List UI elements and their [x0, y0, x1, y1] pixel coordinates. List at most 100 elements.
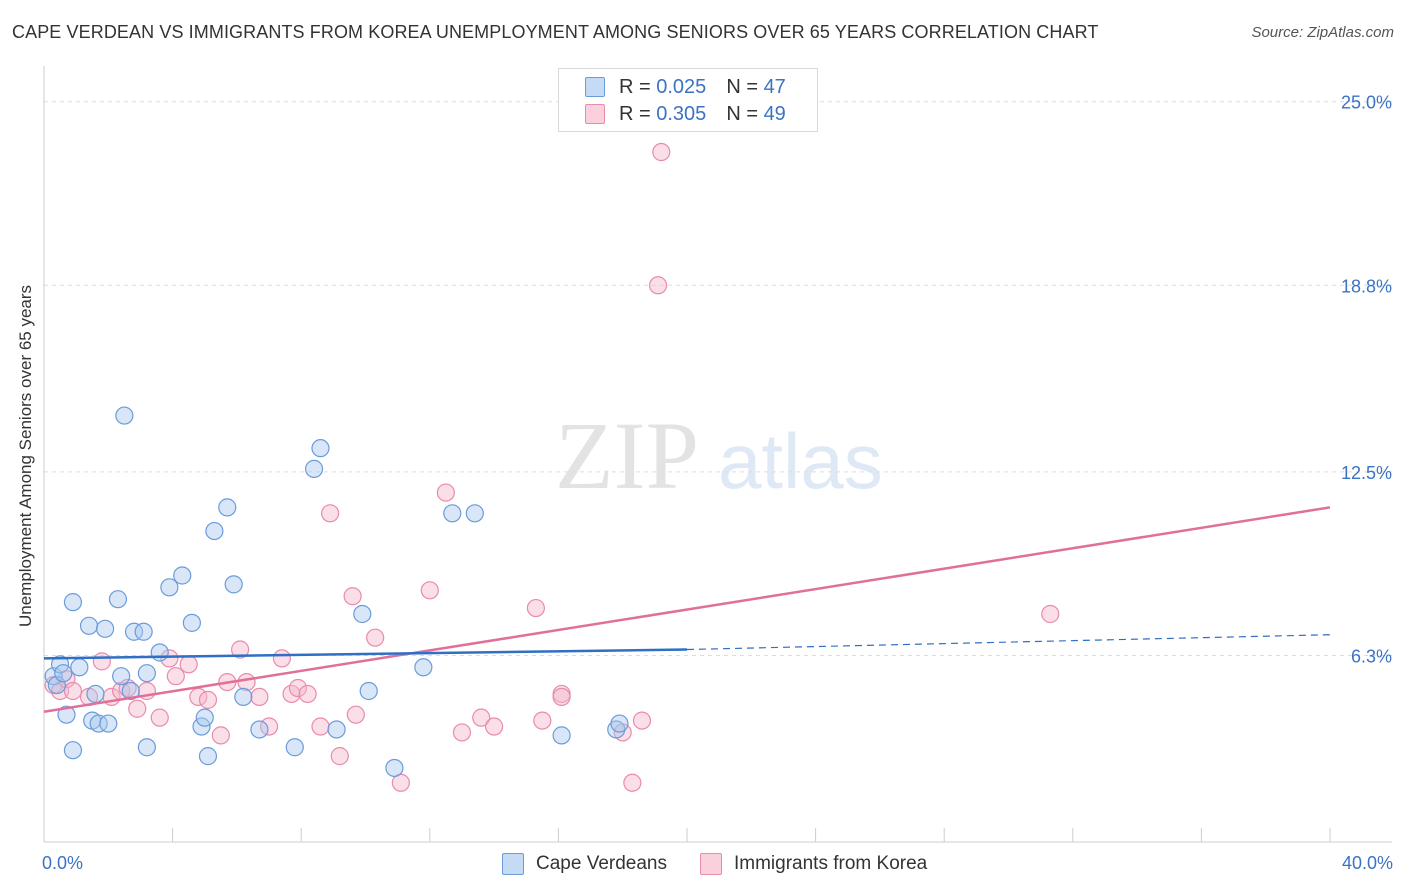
korea-point [420, 581, 439, 600]
bottom-legend-swatch-blue [502, 853, 524, 875]
korea-point [211, 726, 230, 745]
cape-verdean-point [95, 619, 115, 638]
korea-point [288, 678, 308, 698]
korea-point [346, 705, 365, 724]
bottom-legend-korea: Immigrants from Korea [700, 852, 927, 876]
korea-trend-line [43, 506, 1331, 713]
legend-n-label: N = [726, 75, 758, 98]
cape-verdean-point [63, 593, 83, 612]
cape-verdean-point [108, 590, 128, 609]
korea-points [44, 142, 1060, 792]
cape-verdean-point [160, 578, 179, 597]
korea-point [128, 699, 147, 718]
bottom-legend-cape-verdeans: Cape Verdeans [502, 852, 667, 876]
y-tick-label: 12.5% [1341, 463, 1392, 483]
korea-point [160, 649, 179, 668]
bottom-legend-swatch-pink [700, 853, 722, 875]
cape-verdean-point [304, 459, 324, 478]
watermark-zip: ZIP [555, 402, 699, 509]
korea-point [533, 711, 552, 730]
cape-verdean-point [443, 504, 462, 523]
legend-row-cape-verdeans: R = 0.025 N = 47 [585, 74, 786, 100]
cape-verdean-point [115, 406, 134, 425]
bottom-legend-label: Cape Verdeans [536, 853, 667, 874]
cape-verdean-point [79, 616, 99, 635]
korea-point [150, 708, 169, 727]
cape-verdean-point [121, 681, 140, 701]
cape-verdean-point [285, 738, 304, 757]
trend-lines [43, 506, 1331, 713]
cape-verdean-point [610, 714, 629, 733]
korea-point [179, 655, 198, 674]
legend-row-korea: R = 0.305 N = 49 [585, 101, 786, 127]
watermark: ZIP atlas [555, 402, 883, 509]
cape-verdean-point [353, 604, 372, 624]
cape-verdean-point [137, 664, 156, 683]
chart-title: CAPE VERDEAN VS IMMIGRANTS FROM KOREA UN… [12, 22, 1099, 42]
cape-verdean-point [195, 708, 214, 727]
legend-r-label: R = [619, 102, 651, 125]
cape-verdean-point [137, 738, 156, 757]
legend: R = 0.025 N = 47 R = 0.305 N = 49 [558, 68, 818, 132]
korea-point [648, 276, 668, 295]
y-tick-label: 25.0% [1341, 93, 1392, 113]
y-tick-label: 6.3% [1351, 646, 1392, 666]
cape-verdean-point [57, 705, 76, 724]
cape-verdean-point [311, 439, 330, 458]
cape-verdean-point [552, 726, 571, 745]
legend-swatch-blue [585, 77, 605, 97]
korea-point [485, 717, 504, 736]
cape-verdean-point [198, 747, 218, 766]
korea-point [311, 717, 330, 736]
cape-verdean-point [465, 504, 484, 523]
cape-verdean-point [54, 664, 73, 683]
korea-point [166, 667, 185, 686]
korea-point [118, 678, 137, 698]
cape-verdean-trend-extension [686, 634, 1331, 651]
korea-point [272, 649, 292, 668]
cape-verdean-point [86, 684, 105, 704]
watermark-atlas: atlas [718, 417, 883, 505]
cape-verdean-point [327, 720, 346, 739]
cape-verdean-point [89, 714, 108, 733]
korea-point [1041, 604, 1060, 624]
korea-point [298, 684, 317, 704]
cape-verdean-point [218, 498, 237, 517]
korea-point [623, 773, 642, 792]
korea-point [330, 747, 349, 766]
cape-verdean-point [63, 741, 83, 760]
korea-point [652, 142, 671, 162]
x-tick-label-min: 0.0% [42, 853, 83, 873]
cape-verdean-point [173, 566, 192, 585]
cape-verdean-point [124, 622, 144, 641]
x-tick-label-max: 40.0% [1342, 853, 1393, 873]
legend-n-label: N = [726, 102, 758, 125]
cape-verdean-point [250, 720, 269, 739]
legend-n-value: 47 [763, 75, 786, 98]
korea-point [436, 483, 455, 502]
cape-verdean-point [182, 613, 201, 632]
korea-point [231, 640, 250, 659]
legend-r-label: R = [619, 75, 651, 98]
korea-point [632, 711, 652, 730]
chart-source: Source: ZipAtlas.com [1251, 24, 1394, 41]
cape-verdean-point [112, 667, 131, 686]
korea-point [366, 628, 385, 647]
korea-point [92, 652, 111, 671]
cape-verdean-point [134, 622, 153, 641]
legend-r-value: 0.305 [656, 102, 707, 125]
axes [43, 66, 1392, 843]
cape-verdean-point [414, 658, 433, 677]
cape-verdean-point [99, 714, 118, 733]
cape-verdean-point [70, 658, 89, 677]
cape-verdean-point [205, 521, 224, 541]
korea-point [250, 687, 269, 706]
x-tick-labels: 0.0% 40.0% [42, 853, 1393, 873]
grid-lines [44, 101, 1392, 656]
cape-verdean-point [359, 681, 378, 701]
legend-n-value: 49 [763, 102, 786, 125]
cape-verdean-point [150, 643, 169, 662]
legend-swatch-pink [585, 104, 605, 124]
cape-verdean-point [385, 758, 404, 778]
